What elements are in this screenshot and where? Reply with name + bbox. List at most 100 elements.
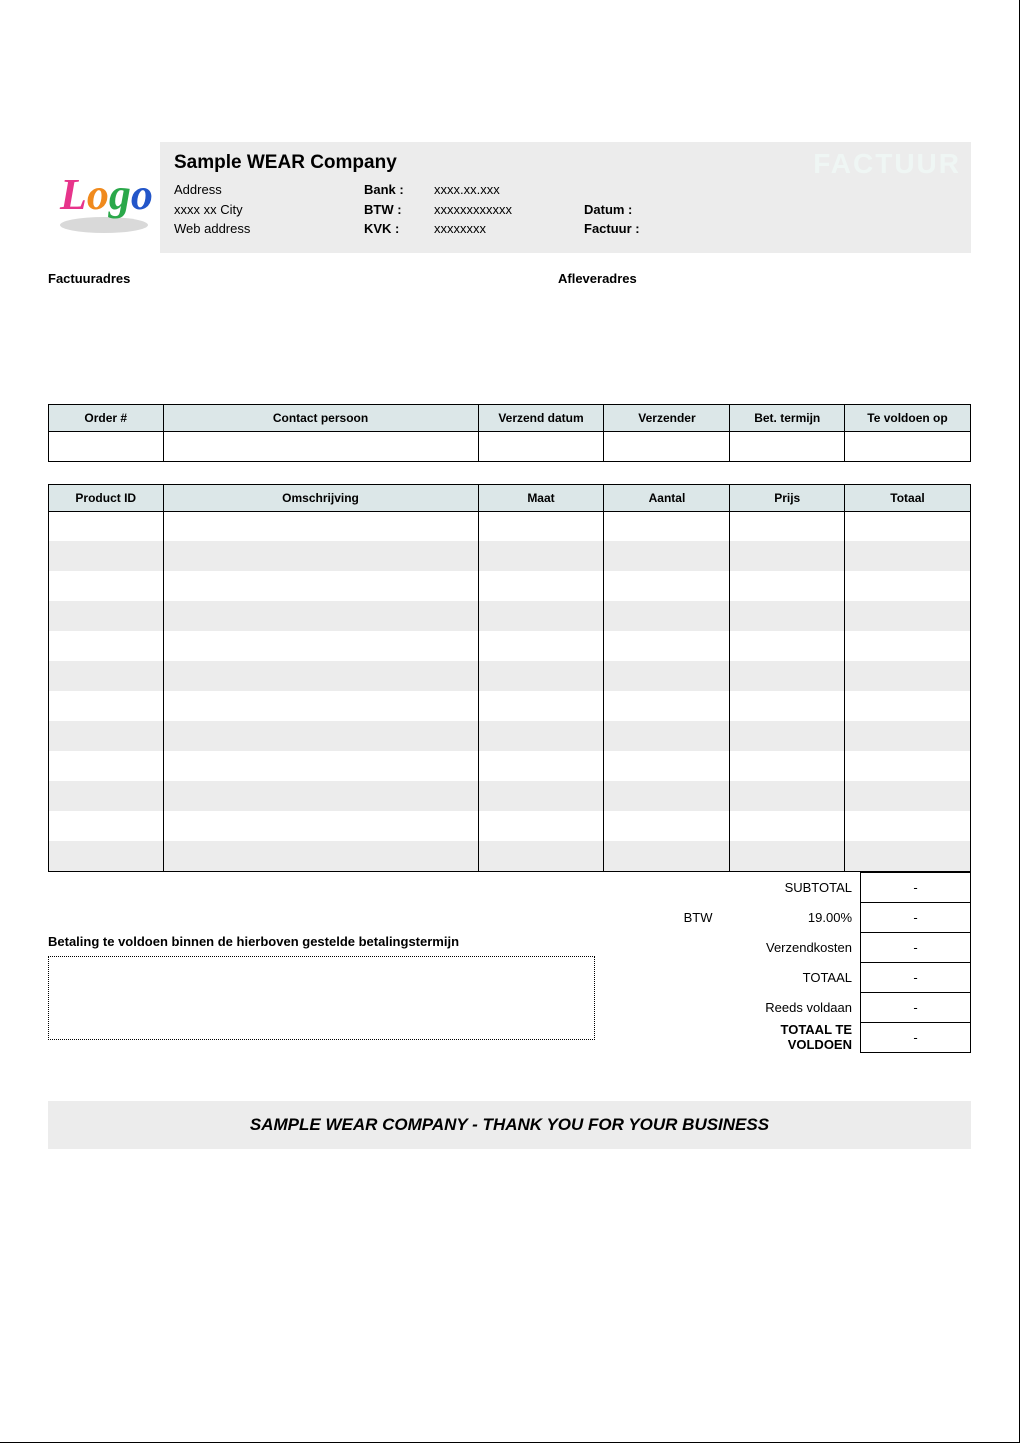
items-cell bbox=[163, 511, 478, 541]
items-cell bbox=[49, 571, 164, 601]
items-header: Totaal bbox=[845, 484, 971, 511]
items-cell bbox=[49, 691, 164, 721]
btw-label: BTW : bbox=[364, 200, 434, 220]
items-cell bbox=[730, 691, 845, 721]
items-cell bbox=[845, 511, 971, 541]
totals-label bbox=[641, 1022, 721, 1052]
items-cell bbox=[845, 841, 971, 871]
bank-label: Bank : bbox=[364, 180, 434, 200]
table-row bbox=[49, 751, 971, 781]
meta-cell bbox=[163, 431, 478, 461]
items-cell bbox=[604, 541, 730, 571]
table-row bbox=[49, 811, 971, 841]
meta-header: Contact persoon bbox=[163, 404, 478, 431]
items-cell bbox=[845, 541, 971, 571]
kvk-value: xxxxxxxx bbox=[434, 219, 584, 239]
items-cell bbox=[604, 691, 730, 721]
kvk-label: KVK : bbox=[364, 219, 434, 239]
items-cell bbox=[49, 541, 164, 571]
totals-label bbox=[641, 992, 721, 1022]
items-cell bbox=[163, 751, 478, 781]
items-cell bbox=[163, 781, 478, 811]
items-cell bbox=[478, 601, 604, 631]
shipping-address-label: Afleveradres bbox=[558, 271, 637, 286]
totals-value: - bbox=[861, 962, 971, 992]
items-cell bbox=[49, 751, 164, 781]
items-cell bbox=[730, 511, 845, 541]
totals-label: BTW bbox=[641, 902, 721, 932]
items-cell bbox=[845, 781, 971, 811]
items-cell bbox=[49, 811, 164, 841]
items-header: Maat bbox=[478, 484, 604, 511]
items-cell bbox=[604, 631, 730, 661]
totals-row: BTW19.00%- bbox=[48, 902, 971, 932]
items-cell bbox=[478, 721, 604, 751]
items-cell bbox=[49, 601, 164, 631]
totals-label: Reeds voldaan bbox=[721, 992, 861, 1022]
totals-label: 19.00% bbox=[721, 902, 861, 932]
items-cell bbox=[163, 811, 478, 841]
items-cell bbox=[478, 781, 604, 811]
items-cell bbox=[163, 631, 478, 661]
items-cell bbox=[604, 601, 730, 631]
items-cell bbox=[604, 781, 730, 811]
items-cell bbox=[730, 631, 845, 661]
items-cell bbox=[478, 511, 604, 541]
note-box bbox=[48, 956, 595, 1040]
company-address: Address bbox=[174, 180, 364, 200]
items-cell bbox=[163, 661, 478, 691]
totals-label bbox=[641, 962, 721, 992]
items-cell bbox=[478, 691, 604, 721]
totals-row: SUBTOTAL- bbox=[48, 872, 971, 902]
items-cell bbox=[49, 631, 164, 661]
order-meta-table: Order #Contact persoonVerzend datumVerze… bbox=[48, 404, 971, 462]
table-row bbox=[49, 691, 971, 721]
totals-value: - bbox=[861, 872, 971, 902]
company-web: Web address bbox=[174, 219, 364, 239]
items-cell bbox=[163, 571, 478, 601]
items-cell bbox=[604, 751, 730, 781]
items-cell bbox=[730, 841, 845, 871]
totals-area: SUBTOTAL-BTW19.00%-Verzendkosten-TOTAAL-… bbox=[48, 872, 971, 1053]
items-cell bbox=[604, 841, 730, 871]
totals-value: - bbox=[861, 902, 971, 932]
address-labels: Factuuradres Afleveradres bbox=[48, 271, 971, 286]
meta-header: Verzend datum bbox=[478, 404, 604, 431]
items-cell bbox=[845, 661, 971, 691]
billing-address-label: Factuuradres bbox=[48, 271, 558, 286]
items-cell bbox=[163, 721, 478, 751]
footer-band: SAMPLE WEAR COMPANY - THANK YOU FOR YOUR… bbox=[48, 1101, 971, 1149]
header-band: Logo FACTUUR Sample WEAR Company Address… bbox=[48, 142, 971, 253]
items-cell bbox=[478, 631, 604, 661]
items-cell bbox=[845, 721, 971, 751]
totals-value: - bbox=[861, 992, 971, 1022]
items-cell bbox=[478, 751, 604, 781]
payment-note: Betaling te voldoen binnen de hierboven … bbox=[48, 934, 459, 949]
table-row bbox=[49, 601, 971, 631]
line-items-table: Product IDOmschrijvingMaatAantalPrijsTot… bbox=[48, 484, 971, 872]
invoice-page: Logo FACTUUR Sample WEAR Company Address… bbox=[0, 0, 1020, 1443]
items-cell bbox=[730, 541, 845, 571]
items-cell bbox=[845, 571, 971, 601]
items-cell bbox=[478, 811, 604, 841]
items-cell bbox=[478, 661, 604, 691]
items-cell bbox=[163, 691, 478, 721]
items-header: Prijs bbox=[730, 484, 845, 511]
items-cell bbox=[163, 541, 478, 571]
meta-cell bbox=[604, 431, 730, 461]
items-cell bbox=[478, 541, 604, 571]
items-cell bbox=[730, 781, 845, 811]
meta-cell bbox=[730, 431, 845, 461]
items-cell bbox=[604, 721, 730, 751]
table-row bbox=[49, 721, 971, 751]
items-cell bbox=[604, 571, 730, 601]
totals-label: TOTAAL TE VOLDOEN bbox=[721, 1022, 861, 1052]
items-cell bbox=[845, 631, 971, 661]
items-header: Omschrijving bbox=[163, 484, 478, 511]
items-cell bbox=[845, 751, 971, 781]
items-cell bbox=[730, 811, 845, 841]
company-city: xxxx xx City bbox=[174, 200, 364, 220]
table-row bbox=[49, 661, 971, 691]
totals-value: - bbox=[861, 932, 971, 962]
items-cell bbox=[730, 751, 845, 781]
